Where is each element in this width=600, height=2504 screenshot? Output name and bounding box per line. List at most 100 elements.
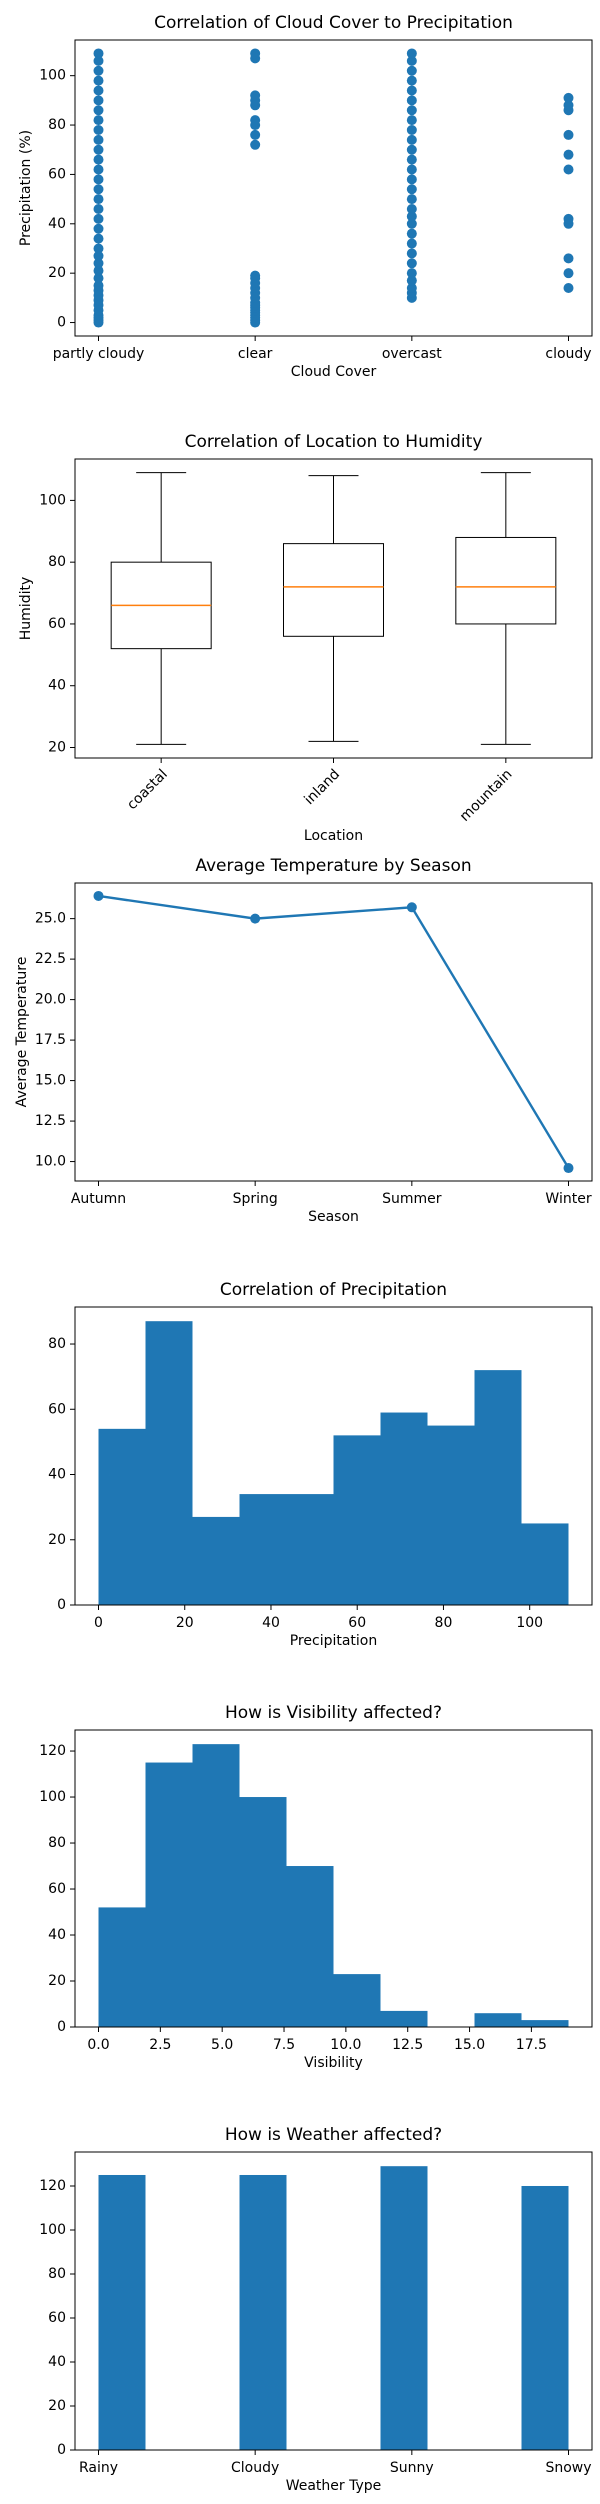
- axes-frame: [74, 458, 593, 759]
- bar: [474, 1370, 522, 1605]
- point: [406, 48, 417, 59]
- point: [563, 92, 574, 103]
- x-tick-label: mountain: [457, 766, 516, 825]
- point: [563, 213, 574, 224]
- y-tick-label: 20: [48, 1973, 66, 1989]
- bar: [380, 1412, 428, 1605]
- box: [283, 543, 384, 637]
- point: [93, 75, 104, 86]
- point: [406, 282, 417, 293]
- point: [406, 194, 417, 205]
- y-tick-label: 80: [48, 1835, 66, 1851]
- y-tick-label: 0: [57, 2442, 66, 2458]
- y-axis-label: Precipitation (%): [18, 130, 34, 246]
- bar: [145, 1321, 193, 1605]
- x-axis-label: Location: [304, 828, 363, 844]
- point: [93, 85, 104, 96]
- point: [406, 203, 417, 214]
- y-tick-label: 20: [48, 739, 66, 755]
- x-axis-label: Season: [308, 1209, 359, 1225]
- bar: [427, 1425, 475, 1605]
- y-tick-label: 60: [48, 166, 66, 182]
- bar: [521, 2020, 569, 2027]
- point: [563, 164, 574, 175]
- y-tick-label: 20.0: [35, 992, 66, 1008]
- x-axis-label: Precipitation: [290, 1633, 378, 1649]
- y-tick-label: 20: [48, 2398, 66, 2414]
- point: [406, 268, 417, 279]
- bar: [286, 1494, 334, 1605]
- point: [93, 280, 104, 291]
- point: [250, 48, 261, 59]
- axes-frame: [74, 2151, 593, 2451]
- point: [93, 890, 104, 901]
- y-tick-label: 10.0: [35, 1154, 66, 1170]
- y-tick-label: 40: [48, 216, 66, 232]
- bar: [286, 1866, 334, 2027]
- y-tick-label: 40: [48, 2354, 66, 2370]
- point: [406, 105, 417, 116]
- point: [93, 115, 104, 126]
- y-tick-label: 120: [39, 1743, 66, 1759]
- y-tick-label: 25.0: [35, 911, 66, 927]
- y-tick-label: 20: [48, 265, 66, 281]
- x-tick-label: Cloudy: [231, 2460, 279, 2476]
- point: [406, 134, 417, 145]
- x-tick-label: coastal: [124, 766, 171, 813]
- x-tick-label: 2.5: [149, 2037, 171, 2053]
- y-tick-label: 80: [48, 117, 66, 133]
- x-tick-label: 100: [516, 1615, 543, 1631]
- chart-title: Correlation of Location to Humidity: [185, 432, 483, 452]
- y-tick-label: 60: [48, 1401, 66, 1417]
- point: [250, 270, 261, 281]
- y-tick-label: 100: [39, 1789, 66, 1805]
- point: [563, 268, 574, 279]
- x-tick-label: 0: [94, 1615, 103, 1631]
- x-tick-label: clear: [238, 346, 273, 362]
- axes-frame: [74, 39, 593, 337]
- point: [250, 139, 261, 150]
- y-tick-label: 22.5: [35, 951, 66, 967]
- point: [406, 902, 417, 913]
- point: [250, 115, 261, 126]
- point: [563, 1163, 574, 1174]
- x-tick-label: Winter: [545, 1191, 591, 1207]
- point: [93, 124, 104, 135]
- y-tick-label: 0: [57, 2019, 66, 2035]
- x-tick-label: cloudy: [545, 346, 591, 362]
- bar: [192, 1516, 240, 1605]
- point: [93, 164, 104, 175]
- point: [406, 65, 417, 76]
- point: [93, 250, 104, 261]
- y-tick-label: 60: [48, 1881, 66, 1897]
- point: [406, 218, 417, 229]
- point: [93, 203, 104, 214]
- bar: [333, 1435, 381, 1605]
- x-tick-label: Rainy: [79, 2460, 118, 2476]
- point: [93, 154, 104, 165]
- x-tick-label: Sunny: [390, 2460, 434, 2476]
- y-tick-label: 0: [57, 315, 66, 331]
- point: [93, 134, 104, 145]
- point: [93, 48, 104, 59]
- chart-title: Correlation of Cloud Cover to Precipitat…: [154, 13, 513, 33]
- point: [406, 238, 417, 249]
- point: [406, 174, 417, 185]
- point: [563, 149, 574, 160]
- line: [98, 894, 570, 1169]
- y-tick-label: 80: [48, 2266, 66, 2282]
- y-tick-label: 12.5: [35, 1113, 66, 1129]
- x-tick-label: 60: [348, 1615, 366, 1631]
- y-tick-label: 20: [48, 1532, 66, 1548]
- point: [93, 243, 104, 254]
- x-tick-label: 10.0: [330, 2037, 361, 2053]
- bar: [521, 1523, 569, 1605]
- bar: [239, 1797, 287, 2027]
- point: [563, 253, 574, 264]
- point: [406, 211, 417, 222]
- box: [455, 536, 557, 625]
- point: [93, 105, 104, 116]
- x-tick-label: 20: [176, 1615, 194, 1631]
- point: [406, 228, 417, 239]
